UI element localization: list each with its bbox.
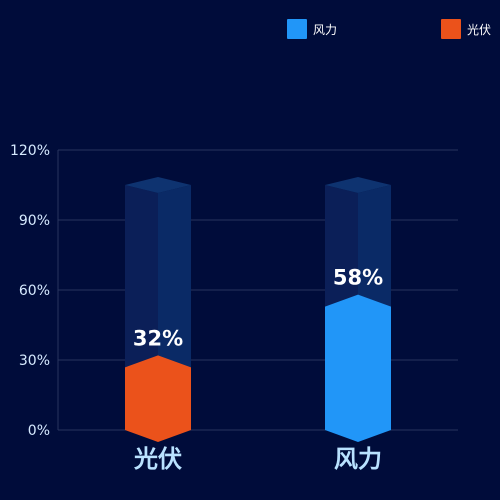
y-tick-label-90: 90% [19,213,50,229]
y-tick-label-120: 120% [10,143,50,159]
category-label-1: 风力 [334,445,382,473]
category-label-0: 光伏 [133,445,182,473]
y-tick-label-0: 0% [28,423,50,439]
legend-item-wind[interactable]: 风力 [287,19,337,39]
legend-item-solar[interactable]: 光伏 [441,19,491,39]
value-label-1: 58% [333,266,383,290]
legend-swatch-solar [441,19,461,39]
bar-0 [125,355,191,442]
legend-label-solar: 光伏 [467,22,492,37]
bar-1 [325,294,391,442]
y-tick-label-30: 30% [19,353,50,369]
y-tick-label-60: 60% [19,283,50,299]
legend-swatch-wind [287,19,307,39]
track-top-0 [125,177,191,193]
value-label-0: 32% [133,326,183,350]
legend-label-wind: 风力 [313,22,338,37]
track-top-1 [325,177,391,193]
